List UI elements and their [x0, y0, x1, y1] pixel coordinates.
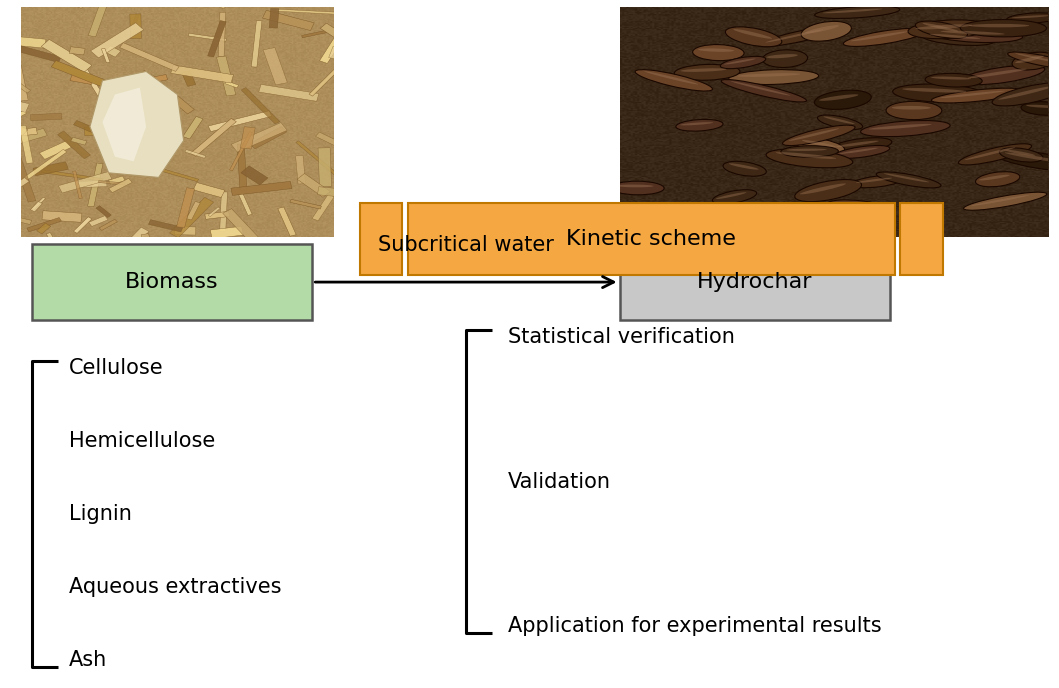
Text: Validation: Validation: [508, 471, 611, 492]
FancyBboxPatch shape: [32, 244, 312, 320]
Text: Statistical verification: Statistical verification: [508, 327, 735, 347]
FancyBboxPatch shape: [900, 203, 943, 275]
Text: Hemicellulose: Hemicellulose: [69, 431, 215, 451]
Text: Kinetic scheme: Kinetic scheme: [567, 229, 736, 249]
Text: Aqueous extractives: Aqueous extractives: [69, 577, 282, 597]
FancyBboxPatch shape: [408, 203, 895, 275]
Text: Cellulose: Cellulose: [69, 358, 163, 378]
Text: Application for experimental results: Application for experimental results: [508, 616, 882, 636]
FancyBboxPatch shape: [360, 203, 402, 275]
Text: Subcritical water: Subcritical water: [378, 235, 554, 255]
Text: Biomass: Biomass: [125, 272, 219, 292]
Text: Lignin: Lignin: [69, 504, 131, 524]
Text: Hydrochar: Hydrochar: [697, 272, 812, 292]
Text: Ash: Ash: [69, 650, 107, 671]
FancyBboxPatch shape: [620, 244, 890, 320]
